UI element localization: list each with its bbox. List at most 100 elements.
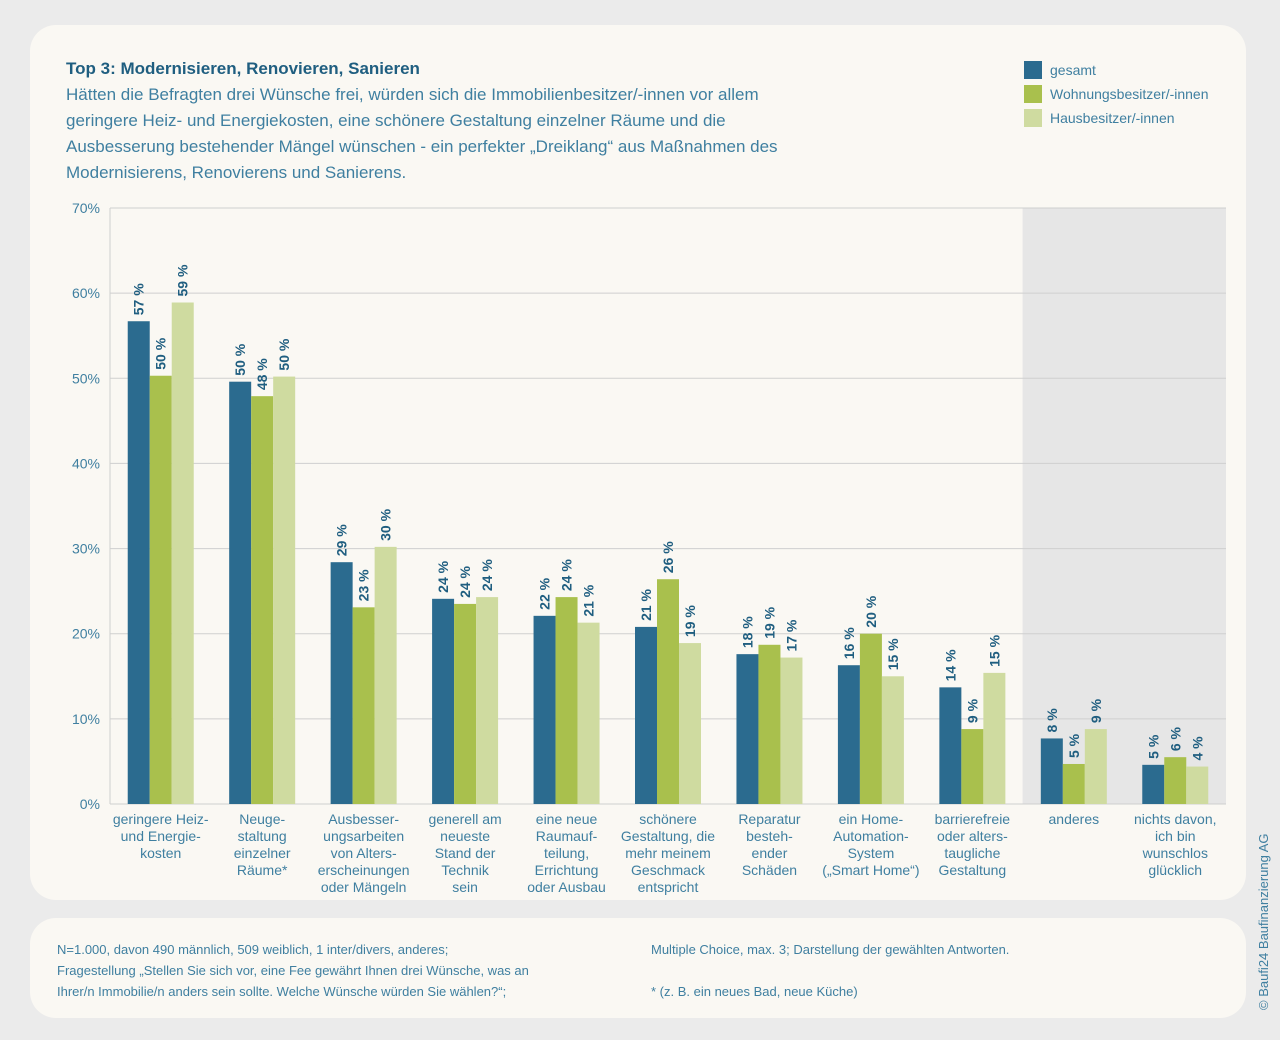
legend-item-gesamt: gesamt — [1024, 58, 1209, 82]
footer-sample: N=1.000, davon 490 männlich, 509 weiblic… — [57, 942, 449, 957]
bar — [149, 375, 172, 804]
data-label: 4 % — [1189, 736, 1205, 761]
data-label: 50 % — [153, 337, 169, 369]
x-category-label: schönere Gestaltung, die mehr meinem Geschm… — [621, 811, 715, 895]
data-label: 29 % — [334, 524, 350, 556]
data-label: 8 % — [1044, 708, 1060, 733]
data-label: 5 % — [1066, 733, 1082, 758]
bar — [780, 657, 803, 804]
bar — [577, 622, 600, 804]
data-label: 15 % — [885, 638, 901, 670]
legend-item-wohnung: Wohnungsbesitzer/-innen — [1024, 82, 1209, 106]
bar — [1142, 764, 1165, 804]
data-label: 19 % — [682, 605, 698, 637]
bar — [127, 321, 150, 804]
legend: gesamt Wohnungsbesitzer/-innen Hausbesit… — [1024, 58, 1209, 130]
data-label: 50 % — [232, 343, 248, 375]
highlight-region — [1022, 208, 1226, 804]
bar — [837, 665, 860, 804]
y-tick-label: 60% — [72, 285, 100, 301]
legend-swatch-wohnung — [1024, 85, 1042, 103]
bar — [859, 633, 882, 804]
bar — [330, 562, 353, 804]
bar — [229, 381, 252, 804]
bar — [555, 597, 578, 804]
x-category-label: geringere Heiz-und Energie-kosten — [113, 811, 209, 861]
x-category-label: generell am neueste Stand der Technik sein — [429, 811, 502, 895]
y-tick-label: 20% — [72, 626, 100, 642]
data-label: 6 % — [1167, 726, 1183, 751]
data-label: 22 % — [537, 577, 553, 609]
x-category-label: Neuge-staltung einzelner Räume* — [234, 811, 291, 878]
footer-question-line-1: Fragestellung „Stellen Sie sich vor, ein… — [57, 963, 529, 978]
bar — [1040, 738, 1063, 804]
bar — [679, 643, 701, 804]
x-category-label: barrierefreie oder alters-taugliche Gestal… — [935, 811, 1011, 878]
footer-note: * (z. B. ein neues Bad, neue Küche) — [651, 984, 858, 999]
x-category-label: eine neue Raumauf-teilung, Errichtung oder … — [527, 811, 606, 895]
data-label: 9 % — [1088, 698, 1104, 723]
footer-question-line-2: Ihrer/n Immobilie/n anders sein sollte. … — [57, 984, 507, 999]
bar — [961, 729, 984, 804]
copyright: © Baufi24 Baufinanzierung AG — [1256, 833, 1271, 1010]
data-label: 16 % — [841, 627, 857, 659]
data-label: 24 % — [435, 560, 451, 592]
x-category-label: nichts davon, ich bin wunschlos glücklich — [1134, 811, 1217, 878]
x-category-label: anderes — [1049, 811, 1100, 827]
data-label: 23 % — [356, 569, 372, 601]
footer-card — [30, 918, 1246, 1018]
bar — [171, 302, 194, 804]
bar — [1186, 766, 1209, 804]
data-label: 26 % — [660, 541, 676, 573]
data-label: 14 % — [942, 649, 958, 681]
legend-item-haus: Hausbesitzer/-innen — [1024, 106, 1209, 130]
bar — [657, 579, 679, 804]
legend-label-haus: Hausbesitzer/-innen — [1050, 110, 1175, 126]
data-label: 18 % — [739, 616, 755, 648]
data-label: 17 % — [783, 619, 799, 651]
data-label: 24 % — [457, 565, 473, 597]
x-category-label: ein Home-Automation-System („Smart Home“) — [822, 811, 919, 878]
chart-subtitle: Hätten die Befragten drei Wünsche frei, … — [66, 85, 778, 182]
bar — [1164, 757, 1187, 804]
bar — [374, 546, 397, 804]
bar-chart: 0% 10% 20% 30% 40% 50% 60% 70% 57 % 50 % 59 % gerin… — [72, 200, 1226, 895]
y-tick-label: 10% — [72, 711, 100, 727]
data-label: 19 % — [761, 606, 777, 638]
data-label: 21 % — [638, 588, 654, 620]
bar — [635, 626, 657, 804]
bar — [983, 672, 1006, 804]
bar — [432, 598, 455, 804]
legend-swatch-haus — [1024, 109, 1042, 127]
data-label: 24 % — [559, 559, 575, 591]
bar — [476, 597, 499, 804]
bar — [939, 687, 962, 804]
data-label: 59 % — [175, 264, 191, 296]
bar — [736, 654, 759, 804]
legend-label-wohnung: Wohnungsbesitzer/-innen — [1050, 86, 1209, 102]
y-tick-label: 70% — [72, 200, 100, 216]
y-tick-label: 30% — [72, 541, 100, 557]
x-category-label: Ausbesser-ungsarbeiten von Alters-erschei… — [318, 811, 410, 895]
bar — [881, 676, 904, 804]
chart-title: Top 3: Modernisieren, Renovieren, Sanier… — [66, 59, 420, 78]
data-label: 15 % — [986, 634, 1002, 666]
data-label: 5 % — [1145, 734, 1161, 759]
data-label: 9 % — [964, 698, 980, 723]
bar — [1084, 729, 1107, 804]
legend-label-gesamt: gesamt — [1050, 62, 1096, 78]
x-category-label: Reparatur besteh-ender Schäden — [738, 811, 801, 878]
bar — [251, 396, 274, 804]
y-tick-label: 50% — [72, 370, 100, 386]
bar — [533, 615, 556, 804]
data-label: 20 % — [863, 595, 879, 627]
data-label: 48 % — [254, 358, 270, 390]
data-label: 21 % — [581, 584, 597, 616]
bar — [1062, 763, 1085, 804]
y-tick-label: 0% — [80, 796, 100, 812]
data-label: 57 % — [131, 283, 147, 315]
bar — [273, 376, 296, 804]
data-label: 50 % — [276, 338, 292, 370]
bar — [758, 644, 781, 804]
bar — [352, 607, 375, 804]
